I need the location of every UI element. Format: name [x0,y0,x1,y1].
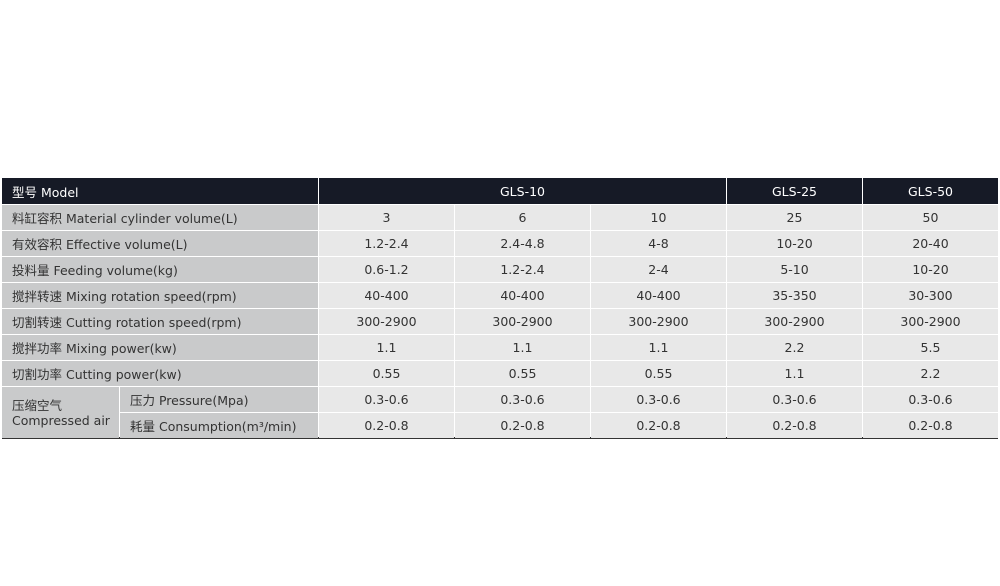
value-cell: 1.2-2.4 [455,257,590,282]
value-cell: 10-20 [863,257,998,282]
row-label: 有效容积 Effective volume(L) [2,231,318,256]
row-label: 料缸容积 Material cylinder volume(L) [2,205,318,230]
model-header: GLS-25 [727,178,862,204]
group-label-line: 压缩空气 [12,397,63,413]
value-cell: 0.3-0.6 [319,387,454,412]
value-cell: 0.55 [455,361,590,386]
value-cell: 0.55 [319,361,454,386]
value-cell: 0.3-0.6 [591,387,726,412]
value-cell: 3 [319,205,454,230]
value-cell: 4-8 [591,231,726,256]
row-label: 搅拌转速 Mixing rotation speed(rpm) [2,283,318,308]
model-header: GLS-10 [319,178,726,204]
row-label: 切割转速 Cutting rotation speed(rpm) [2,309,318,334]
value-cell: 1.2-2.4 [319,231,454,256]
table-bottom-rule [2,437,998,439]
value-cell: 5.5 [863,335,998,360]
value-cell: 0.2-0.8 [727,413,862,438]
value-cell: 2.2 [727,335,862,360]
sub-row-label: 耗量 Consumption(m³/min) [120,413,318,438]
group-label: 压缩空气 Compressed air [2,387,119,438]
value-cell: 1.1 [455,335,590,360]
value-cell: 300-2900 [319,309,454,334]
group-label-line: Compressed air [12,412,110,428]
value-cell: 40-400 [319,283,454,308]
value-cell: 40-400 [455,283,590,308]
value-cell: 10 [591,205,726,230]
value-cell: 300-2900 [591,309,726,334]
value-cell: 0.55 [591,361,726,386]
value-cell: 300-2900 [727,309,862,334]
value-cell: 2.4-4.8 [455,231,590,256]
value-cell: 0.2-0.8 [591,413,726,438]
value-cell: 0.3-0.6 [863,387,998,412]
value-cell: 0.2-0.8 [455,413,590,438]
value-cell: 30-300 [863,283,998,308]
value-cell: 10-20 [727,231,862,256]
value-cell: 2.2 [863,361,998,386]
value-cell: 40-400 [591,283,726,308]
value-cell: 0.2-0.8 [319,413,454,438]
value-cell: 20-40 [863,231,998,256]
value-cell: 300-2900 [863,309,998,334]
value-cell: 0.6-1.2 [319,257,454,282]
value-cell: 0.2-0.8 [863,413,998,438]
value-cell: 1.1 [591,335,726,360]
value-cell: 300-2900 [455,309,590,334]
value-cell: 5-10 [727,257,862,282]
value-cell: 0.3-0.6 [727,387,862,412]
value-cell: 1.1 [319,335,454,360]
model-header: GLS-50 [863,178,998,204]
row-label: 搅拌功率 Mixing power(kw) [2,335,318,360]
value-cell: 50 [863,205,998,230]
sub-row-label: 压力 Pressure(Mpa) [120,387,318,412]
value-cell: 25 [727,205,862,230]
value-cell: 1.1 [727,361,862,386]
row-label: 投料量 Feeding volume(kg) [2,257,318,282]
value-cell: 2-4 [591,257,726,282]
row-label: 切割功率 Cutting power(kw) [2,361,318,386]
value-cell: 35-350 [727,283,862,308]
header-label: 型号 Model [2,178,318,204]
value-cell: 0.3-0.6 [455,387,590,412]
value-cell: 6 [455,205,590,230]
